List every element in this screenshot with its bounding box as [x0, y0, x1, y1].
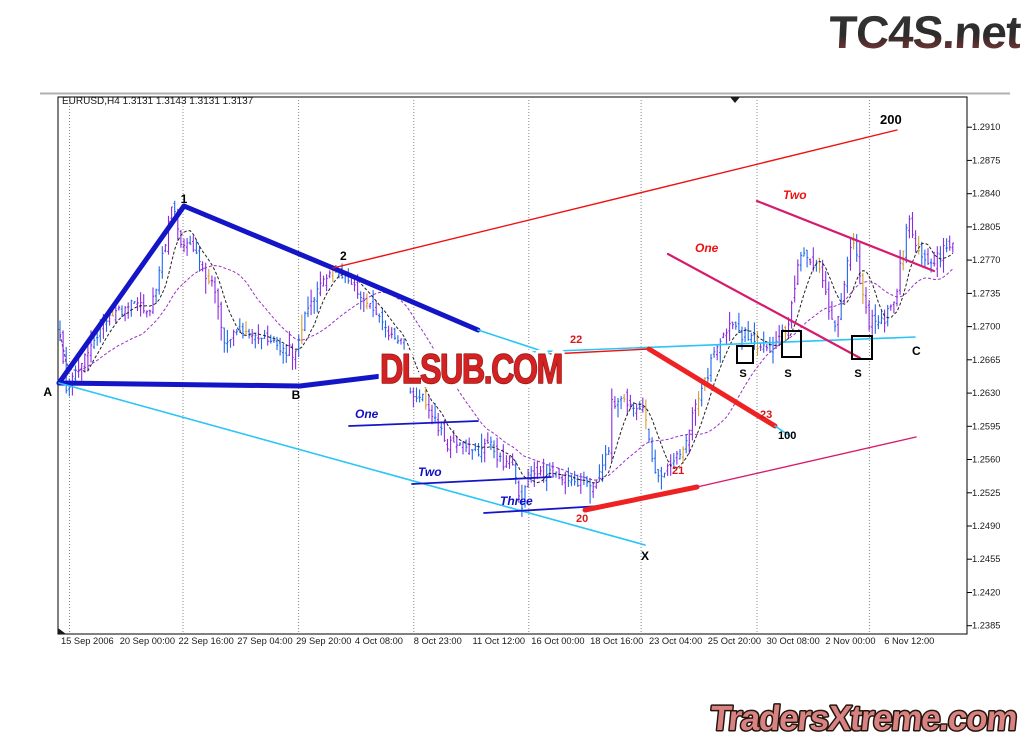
svg-text:11 Oct 12:00: 11 Oct 12:00	[473, 636, 526, 646]
svg-text:X: X	[641, 549, 649, 563]
svg-text:2 Nov 00:00: 2 Nov 00:00	[825, 636, 875, 646]
svg-text:1.2910: 1.2910	[972, 122, 1000, 132]
svg-text:1.2805: 1.2805	[972, 222, 1000, 232]
svg-text:Three: Three	[500, 494, 533, 508]
svg-text:18 Oct 16:00: 18 Oct 16:00	[590, 636, 643, 646]
svg-text:2: 2	[340, 249, 347, 263]
svg-text:1.2665: 1.2665	[972, 355, 1000, 365]
svg-text:One: One	[355, 407, 379, 421]
svg-text:1: 1	[181, 192, 188, 206]
svg-text:Two: Two	[783, 188, 807, 202]
svg-text:200: 200	[880, 112, 902, 127]
svg-text:20 Sep 00:00: 20 Sep 00:00	[120, 636, 175, 646]
svg-text:27 Sep 04:00: 27 Sep 04:00	[237, 636, 292, 646]
svg-text:21: 21	[672, 465, 684, 477]
svg-text:TC4S.net: TC4S.net	[828, 6, 1023, 58]
svg-text:S: S	[784, 368, 791, 380]
svg-text:1.2735: 1.2735	[972, 288, 1000, 298]
svg-text:1.2560: 1.2560	[972, 455, 1000, 465]
svg-text:1.2630: 1.2630	[972, 388, 1000, 398]
svg-text:B: B	[292, 388, 301, 402]
svg-text:1.2455: 1.2455	[972, 554, 1000, 564]
svg-text:1.2385: 1.2385	[972, 621, 1000, 631]
svg-text:16 Oct 00:00: 16 Oct 00:00	[531, 636, 584, 646]
svg-text:1.2770: 1.2770	[972, 255, 1000, 265]
svg-text:100: 100	[778, 430, 796, 442]
svg-text:25 Oct 20:00: 25 Oct 20:00	[708, 636, 761, 646]
svg-text:EURUSD,H4 1.3131 1.3143 1.313: EURUSD,H4 1.3131 1.3143 1.3131 1.3137	[62, 96, 254, 107]
svg-text:A: A	[43, 385, 52, 399]
svg-text:4 Oct 08:00: 4 Oct 08:00	[355, 636, 403, 646]
svg-text:1.2700: 1.2700	[972, 322, 1000, 332]
svg-text:One: One	[695, 241, 719, 255]
svg-text:29 Sep 20:00: 29 Sep 20:00	[296, 636, 351, 646]
svg-text:C: C	[912, 344, 921, 358]
svg-text:22 Sep 16:00: 22 Sep 16:00	[179, 636, 234, 646]
svg-text:DLSUB.COM: DLSUB.COM	[380, 345, 562, 392]
svg-text:1.2525: 1.2525	[972, 488, 1000, 498]
svg-text:1.2420: 1.2420	[972, 588, 1000, 598]
svg-text:1.2875: 1.2875	[972, 155, 1000, 165]
svg-text:S: S	[739, 368, 746, 380]
svg-text:Two: Two	[418, 465, 442, 479]
svg-text:30 Oct 08:00: 30 Oct 08:00	[767, 636, 820, 646]
svg-text:22: 22	[570, 334, 582, 346]
svg-text:S: S	[854, 368, 861, 380]
svg-text:8 Oct 23:00: 8 Oct 23:00	[414, 636, 462, 646]
svg-text:1.2595: 1.2595	[972, 421, 1000, 431]
svg-text:23 Oct 04:00: 23 Oct 04:00	[649, 636, 702, 646]
svg-text:1.2490: 1.2490	[972, 521, 1000, 531]
svg-text:6 Nov 12:00: 6 Nov 12:00	[884, 636, 934, 646]
svg-text:TradersXtreme.com: TradersXtreme.com	[708, 699, 1018, 738]
svg-text:20: 20	[576, 513, 588, 525]
svg-text:23: 23	[760, 409, 772, 421]
svg-text:1.2840: 1.2840	[972, 189, 1000, 199]
svg-text:15 Sep 2006: 15 Sep 2006	[61, 636, 114, 646]
